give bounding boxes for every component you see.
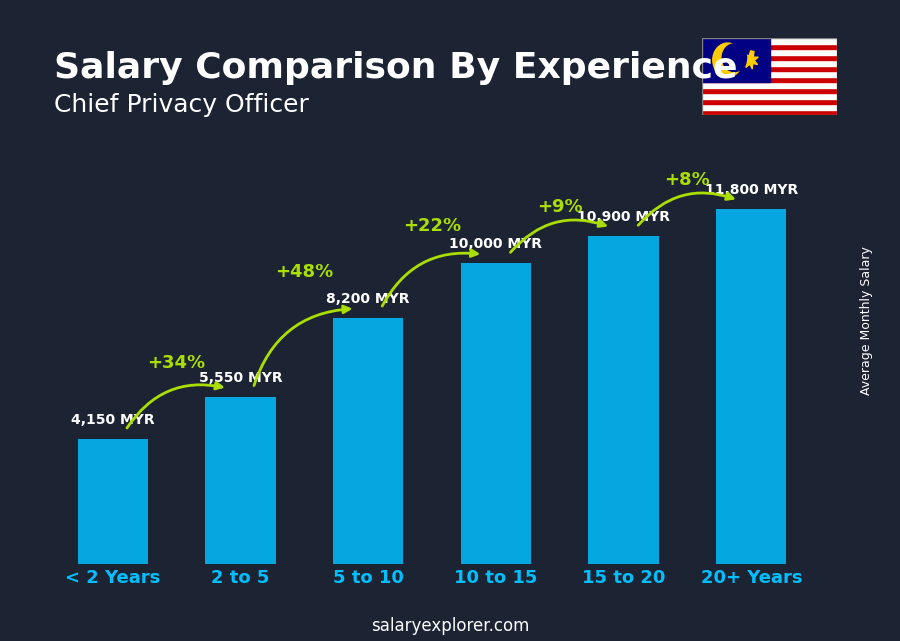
Bar	[702, 38, 837, 44]
Text: 4,150 MYR: 4,150 MYR	[71, 413, 155, 428]
Text: +22%: +22%	[403, 217, 461, 235]
Bar	[461, 263, 531, 564]
Text: 11,800 MYR: 11,800 MYR	[705, 183, 798, 197]
FancyArrowPatch shape	[254, 306, 349, 386]
Text: +8%: +8%	[664, 171, 710, 188]
Bar	[702, 83, 837, 88]
Bar	[702, 66, 837, 71]
Text: 10,000 MYR: 10,000 MYR	[449, 237, 543, 251]
Text: salaryexplorer.com: salaryexplorer.com	[371, 617, 529, 635]
FancyArrowPatch shape	[510, 220, 606, 253]
Polygon shape	[742, 51, 759, 69]
Bar	[702, 55, 837, 60]
Text: +9%: +9%	[537, 197, 582, 215]
Circle shape	[722, 44, 746, 72]
Text: +34%: +34%	[148, 354, 205, 372]
Bar	[333, 317, 403, 564]
FancyArrowPatch shape	[638, 193, 733, 225]
Text: Chief Privacy Officer: Chief Privacy Officer	[54, 93, 309, 117]
Bar	[702, 44, 837, 49]
Bar	[716, 210, 787, 564]
Bar	[702, 88, 837, 94]
Bar	[702, 60, 837, 66]
FancyArrowPatch shape	[127, 383, 222, 428]
Bar	[702, 104, 837, 110]
Text: 10,900 MYR: 10,900 MYR	[577, 210, 670, 224]
Text: 5,550 MYR: 5,550 MYR	[199, 371, 283, 385]
Bar	[77, 439, 148, 564]
Bar	[702, 71, 837, 77]
Bar	[589, 237, 659, 564]
Text: +48%: +48%	[275, 263, 333, 281]
Bar	[702, 38, 770, 83]
Bar	[205, 397, 275, 564]
Bar	[702, 99, 837, 104]
Text: Salary Comparison By Experience: Salary Comparison By Experience	[54, 51, 737, 85]
Text: Average Monthly Salary: Average Monthly Salary	[860, 246, 873, 395]
Bar	[702, 94, 837, 99]
Bar	[702, 77, 837, 83]
Circle shape	[713, 43, 742, 77]
FancyArrowPatch shape	[382, 250, 477, 306]
Bar	[702, 110, 837, 115]
Bar	[702, 49, 837, 55]
Text: 8,200 MYR: 8,200 MYR	[327, 292, 410, 306]
